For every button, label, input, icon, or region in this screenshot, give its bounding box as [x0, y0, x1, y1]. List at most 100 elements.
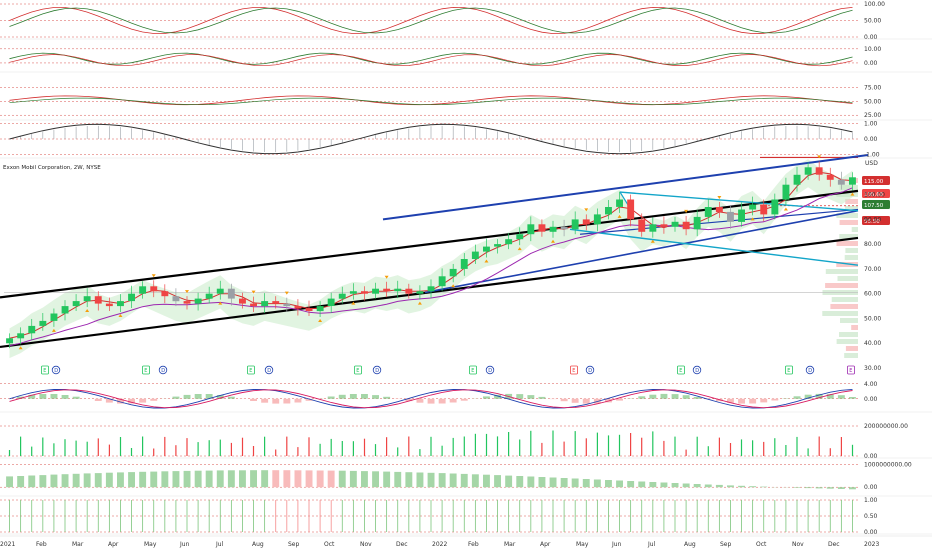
volume-profile-bar: [840, 318, 858, 323]
obv-bar: [471, 474, 479, 488]
candle-body: [849, 177, 856, 185]
volume-bar: [641, 437, 643, 456]
earnings-marker: [847, 365, 855, 375]
dividend-marker: [51, 365, 61, 375]
price-pill-bg: [862, 189, 890, 198]
macd-histogram-bar: [50, 394, 58, 399]
signal-arrow-down: [717, 196, 722, 200]
stoch-pane-tick: 50.00: [864, 18, 881, 25]
event-label: D: [375, 368, 379, 374]
candle-body: [261, 301, 269, 307]
candle-body: [516, 234, 524, 240]
obv-bar: [394, 471, 402, 488]
rsi-pane-tick: 25.00: [864, 112, 881, 119]
x-axis-tick: Feb: [36, 541, 47, 548]
macd-histogram-bar: [460, 398, 468, 401]
volume-bar: [674, 436, 676, 456]
candle-body: [715, 207, 723, 212]
obv-bar: [660, 482, 668, 488]
macd-histogram-bar: [815, 393, 823, 399]
price-pill-label: 115.00: [864, 179, 884, 185]
volume-bar: [408, 436, 410, 456]
obv-bar: [749, 486, 757, 488]
obv-bar: [50, 474, 58, 488]
earnings-marker: [142, 365, 150, 375]
macd-histogram-bar: [560, 398, 568, 402]
macd-histogram-bar: [250, 398, 257, 401]
obv-bar: [117, 472, 124, 488]
obv-pane: [0, 464, 932, 497]
event-marker: D: [158, 365, 168, 375]
volume-bar: [308, 437, 310, 456]
candle-body: [72, 301, 80, 307]
macd-histogram-bar: [283, 398, 291, 404]
volume-bar: [574, 431, 576, 456]
macd-histogram-bar: [338, 394, 346, 399]
volume-bar: [330, 438, 332, 456]
obv-pane-tick: 1000000000.00: [864, 462, 912, 469]
volume-bar: [851, 444, 854, 456]
price-axis-tick: 60.00: [864, 291, 881, 298]
signal-arrow-down: [384, 275, 389, 279]
dividend-marker: [264, 365, 274, 375]
candle-body: [305, 308, 313, 311]
volume-profile-bar: [836, 213, 858, 218]
obv-bar: [416, 472, 424, 488]
candle-body: [139, 286, 147, 294]
volume-profile-bar: [844, 206, 858, 211]
oscillator-pane-tick: 0.00: [864, 136, 878, 143]
macd-histogram-bar: [416, 398, 424, 403]
chart-title: Exxon Mobil Corporation, 2W, NYSE: [3, 165, 101, 171]
volume-bar: [197, 442, 199, 456]
macd-histogram-bar: [771, 398, 779, 401]
candle-body: [682, 221, 690, 230]
stoch-pane-tick: 100.00: [864, 1, 885, 8]
volume-bar: [75, 440, 77, 456]
x-axis-tick: Sep: [720, 541, 732, 548]
signal-arrow-down: [151, 274, 156, 278]
signal-arrow-up: [18, 346, 23, 350]
signal-pane-tick: 0.50: [864, 513, 878, 520]
obv-bar: [582, 479, 590, 488]
candle-body: [94, 296, 102, 304]
obv-pane-tick: 0.00: [864, 484, 878, 491]
macd-signal-line: [9, 389, 853, 409]
candle-body: [538, 224, 546, 232]
obv-bar: [61, 474, 69, 488]
candle-body: [28, 325, 36, 334]
volume-pane-tick: 200000000.00: [864, 423, 908, 430]
volume-bar: [774, 438, 776, 456]
volume-bar: [707, 446, 709, 456]
obv-bar: [150, 471, 158, 488]
event-label: D: [488, 368, 492, 374]
macd-histogram-bar: [227, 396, 235, 399]
macd-histogram-bar: [538, 396, 546, 399]
candle-body: [605, 207, 612, 215]
volume-profile-bar: [851, 227, 858, 232]
macd-histogram-bar: [427, 398, 435, 404]
macd-histogram-bar: [372, 395, 379, 399]
event-marker: D: [372, 365, 382, 375]
x-axis-tick: Jul: [647, 541, 656, 548]
obv-bar: [183, 470, 191, 488]
macd-line: [9, 388, 853, 409]
macd-histogram-bar: [571, 398, 579, 403]
signal-pane-tick: 0.00: [864, 529, 878, 536]
earnings-marker: [247, 365, 255, 375]
price-pill-bg: [862, 200, 890, 209]
obv-bar: [449, 473, 457, 488]
volume-bar: [186, 438, 188, 456]
obv-bar: [338, 470, 346, 488]
candle-body: [837, 179, 845, 185]
currency-label: USD: [865, 160, 878, 167]
price-axis-tick: 30.00: [864, 365, 881, 372]
event-label: E: [679, 368, 682, 374]
x-axis-tick: Mar: [504, 541, 516, 548]
volume-bar: [119, 437, 122, 456]
macd-histogram-bar: [638, 396, 646, 399]
signal-arrow-up: [218, 301, 223, 305]
event-marker: E: [142, 365, 150, 375]
macd-histogram-bar: [216, 395, 224, 399]
candle-body: [438, 276, 446, 287]
x-axis-tick: Dec: [828, 541, 840, 548]
